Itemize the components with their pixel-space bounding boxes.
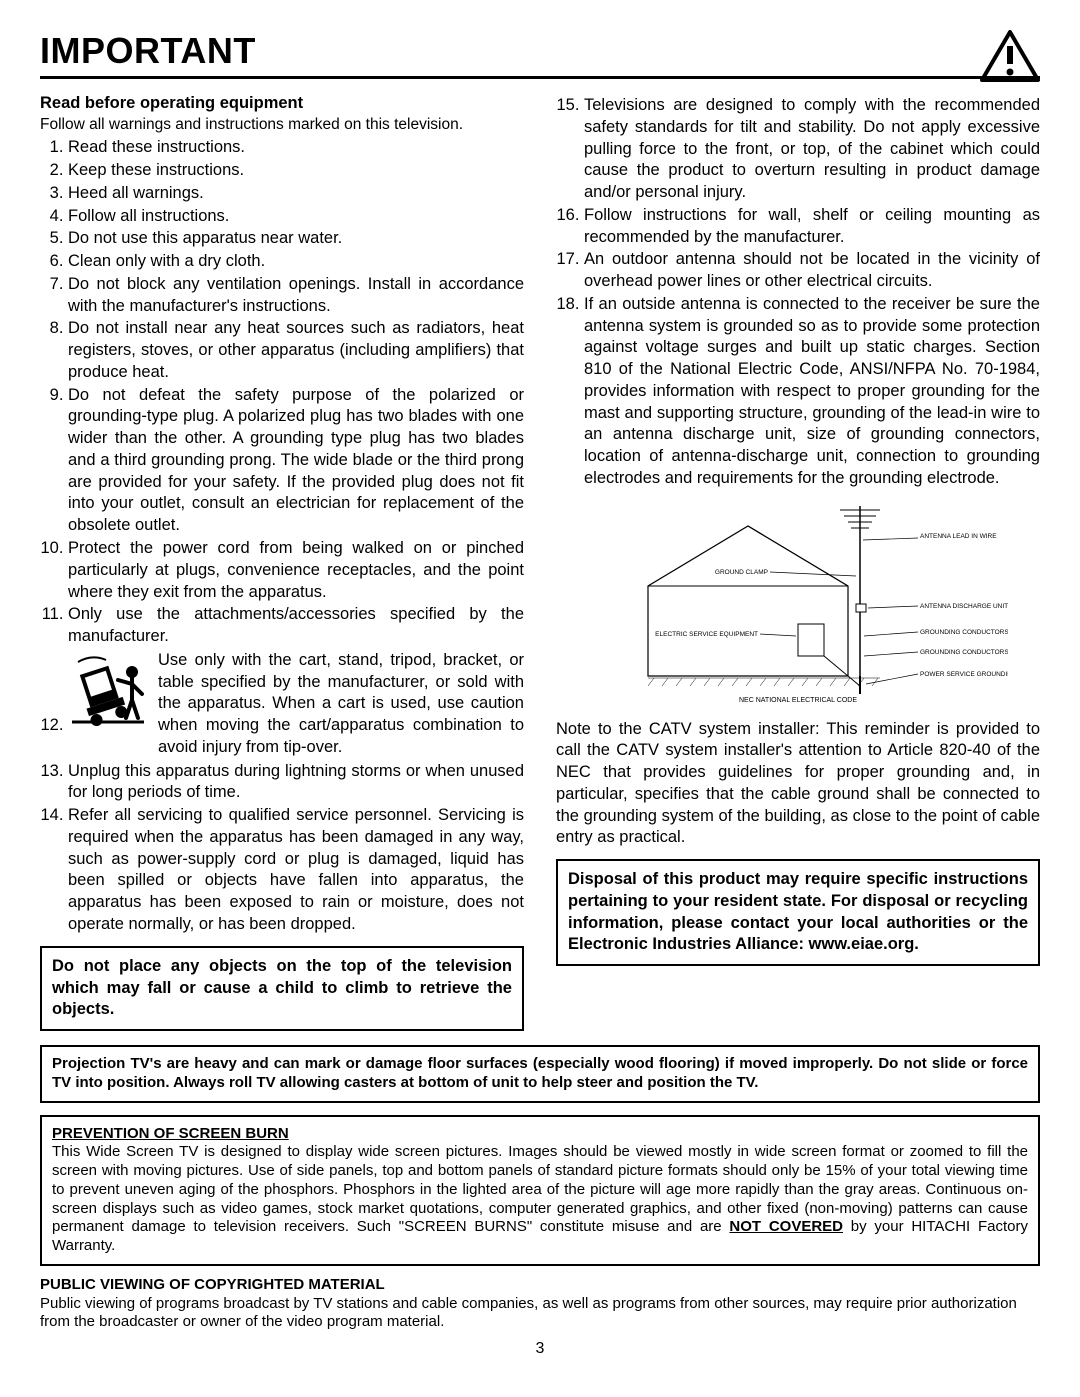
instruction-item: Unplug this apparatus during lightning s… xyxy=(68,761,524,805)
instruction-12-text: Use only with the cart, stand, tripod, b… xyxy=(158,650,524,759)
instructions-list-1-11: Read these instructions.Keep these instr… xyxy=(40,137,524,648)
screen-burn-heading: PREVENTION OF SCREEN BURN xyxy=(52,1125,289,1142)
instruction-item: Protect the power cord from being walked… xyxy=(68,538,524,603)
instruction-item: Do not use this apparatus near water. xyxy=(68,228,524,250)
instruction-item: Do not defeat the safety purpose of the … xyxy=(68,385,524,537)
instruction-item: Follow instructions for wall, shelf or c… xyxy=(584,205,1040,249)
public-viewing-heading: PUBLIC VIEWING OF COPYRIGHTED MATERIAL xyxy=(40,1276,1040,1295)
instruction-item: An outdoor antenna should not be located… xyxy=(584,249,1040,293)
left-column: Read before operating equipment Follow a… xyxy=(40,93,524,1031)
public-viewing-block: PUBLIC VIEWING OF COPYRIGHTED MATERIAL P… xyxy=(40,1276,1040,1332)
instructions-list-13-14: Unplug this apparatus during lightning s… xyxy=(40,761,524,936)
instruction-item: Keep these instructions. xyxy=(68,160,524,182)
screen-burn-box: PREVENTION OF SCREEN BURN This Wide Scre… xyxy=(40,1115,1040,1266)
warning-triangle-icon xyxy=(980,30,1040,87)
two-column-body: Read before operating equipment Follow a… xyxy=(40,93,1040,1031)
right-column: Televisions are designed to comply with … xyxy=(556,93,1040,1031)
instruction-item: Televisions are designed to comply with … xyxy=(584,95,1040,204)
instructions-list-12: Use only with the cart, stand, tripod, b… xyxy=(40,650,524,759)
cart-tipover-icon xyxy=(68,650,148,759)
page-number: 3 xyxy=(40,1340,1040,1358)
subhead: Read before operating equipment xyxy=(40,93,524,115)
intro-text: Follow all warnings and instructions mar… xyxy=(40,115,524,135)
instructions-list-15-18: Televisions are designed to comply with … xyxy=(556,95,1040,490)
catv-note: Note to the CATV system installer: This … xyxy=(556,719,1040,850)
instruction-item: Do not block any ventilation openings. I… xyxy=(68,274,524,318)
instruction-item: Read these instructions. xyxy=(68,137,524,159)
heavy-tv-warning-box: Projection TV's are heavy and can mark o… xyxy=(40,1045,1040,1103)
manual-page: IMPORTANT Read before operating equipmen… xyxy=(0,0,1080,1378)
not-covered: NOT COVERED xyxy=(729,1218,843,1235)
instruction-item: Heed all warnings. xyxy=(68,183,524,205)
lbl-antenna-lead: ANTENNA LEAD IN WIRE xyxy=(920,533,997,540)
instruction-item: If an outside antenna is connected to th… xyxy=(584,294,1040,490)
antenna-grounding-diagram: ANTENNA LEAD IN WIRE GROUND CLAMP ANTENN… xyxy=(556,496,1040,713)
right-disposal-box: Disposal of this product may require spe… xyxy=(556,859,1040,966)
instruction-item: Follow all instructions. xyxy=(68,206,524,228)
lbl-power-service: POWER SERVICE GROUNDING ELECTRODE SYSTEM… xyxy=(920,671,1008,678)
public-viewing-body: Public viewing of programs broadcast by … xyxy=(40,1295,1040,1333)
lbl-grounding-cond2: GROUNDING CONDUCTORS xyxy=(920,649,1008,656)
title-row: IMPORTANT xyxy=(40,30,1040,79)
lbl-grounding-cond: GROUNDING CONDUCTORS (NEC SECTION 810-21… xyxy=(920,629,1008,636)
lbl-ground-clamp: GROUND CLAMP xyxy=(715,569,768,576)
lbl-electric-service: ELECTRIC SERVICE EQUIPMENT xyxy=(655,631,758,638)
instruction-12: Use only with the cart, stand, tripod, b… xyxy=(68,650,524,759)
instruction-item: Refer all servicing to qualified service… xyxy=(68,805,524,936)
diagram-caption: NEC NATIONAL ELECTRICAL CODE xyxy=(739,697,857,704)
page-title: IMPORTANT xyxy=(40,30,256,71)
instruction-item: Clean only with a dry cloth. xyxy=(68,251,524,273)
instruction-item: Do not install near any heat sources suc… xyxy=(68,318,524,383)
left-warning-box: Do not place any objects on the top of t… xyxy=(40,946,524,1031)
instruction-item: Only use the attachments/accessories spe… xyxy=(68,604,524,648)
lbl-discharge: ANTENNA DISCHARGE UNIT (NEC SECTION 810-… xyxy=(920,603,1008,610)
